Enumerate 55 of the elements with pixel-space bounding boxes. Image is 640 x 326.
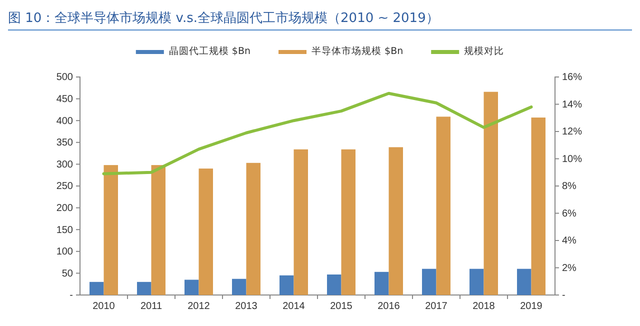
- bar: [184, 280, 199, 295]
- bar: [137, 282, 152, 295]
- y2-tick-label: 14%: [562, 99, 582, 110]
- line-series: [102, 92, 533, 176]
- y2-tick-label: 12%: [562, 126, 582, 138]
- x-tick-label: 2018: [472, 301, 496, 312]
- x-tick-label: 2015: [330, 301, 353, 312]
- y-tick-label: 300: [56, 159, 74, 170]
- x-tick-label: 2019: [520, 301, 543, 312]
- bar: [294, 149, 308, 295]
- y-tick-label: -: [70, 290, 73, 302]
- x-tick-label: 2014: [282, 301, 306, 312]
- y2-tick-label: 4%: [562, 236, 577, 247]
- bar: [470, 268, 484, 295]
- bar: [388, 147, 403, 295]
- y-tick-label: 50: [62, 268, 74, 280]
- y-tick-label: 150: [56, 224, 74, 236]
- bar: [341, 149, 356, 295]
- y2-tick-label: 6%: [562, 208, 577, 220]
- bar: [436, 116, 450, 295]
- y2-tick-label: 16%: [562, 72, 582, 84]
- bar: [151, 165, 166, 295]
- y-tick-label: 500: [56, 72, 74, 84]
- y-tick-label: 200: [56, 203, 74, 214]
- bar: [517, 268, 532, 295]
- bar: [104, 165, 118, 295]
- legend-label: 晶圆代工规模 $Bn: [168, 45, 250, 57]
- x-tick-label: 2012: [188, 301, 210, 312]
- bar: [422, 268, 436, 295]
- y-tick-label: 450: [56, 94, 74, 105]
- bar: [232, 278, 246, 295]
- y-tick-label: 350: [56, 138, 74, 149]
- y2-tick-label: -: [562, 290, 566, 302]
- bar: [90, 282, 104, 295]
- bar: [198, 168, 213, 295]
- legend-label: 规模对比: [464, 45, 504, 57]
- y2-tick-label: 8%: [562, 181, 577, 192]
- bar: [484, 92, 498, 295]
- y2-tick-label: 2%: [562, 262, 577, 274]
- legend-label: 半导体市场规模 $Bn: [312, 45, 404, 57]
- x-tick-label: 2013: [235, 301, 258, 312]
- x-tick-label: 2010: [92, 301, 116, 312]
- y-tick-label: 250: [56, 181, 74, 192]
- bar: [531, 118, 546, 295]
- x-tick-label: 2011: [140, 301, 162, 312]
- chart-title: 图 10：全球半导体市场规模 v.s.全球晶圆代工市场规模（2010 ~ 2019）: [8, 11, 439, 26]
- bar: [280, 275, 294, 295]
- y2-tick-label: 10%: [562, 154, 582, 165]
- bar: [327, 274, 342, 295]
- bar: [246, 162, 260, 295]
- x-tick-label: 2017: [425, 301, 448, 312]
- y-tick-label: 100: [56, 246, 74, 258]
- x-tick-label: 2016: [378, 301, 400, 312]
- bar: [374, 272, 389, 295]
- y-tick-label: 400: [56, 116, 74, 127]
